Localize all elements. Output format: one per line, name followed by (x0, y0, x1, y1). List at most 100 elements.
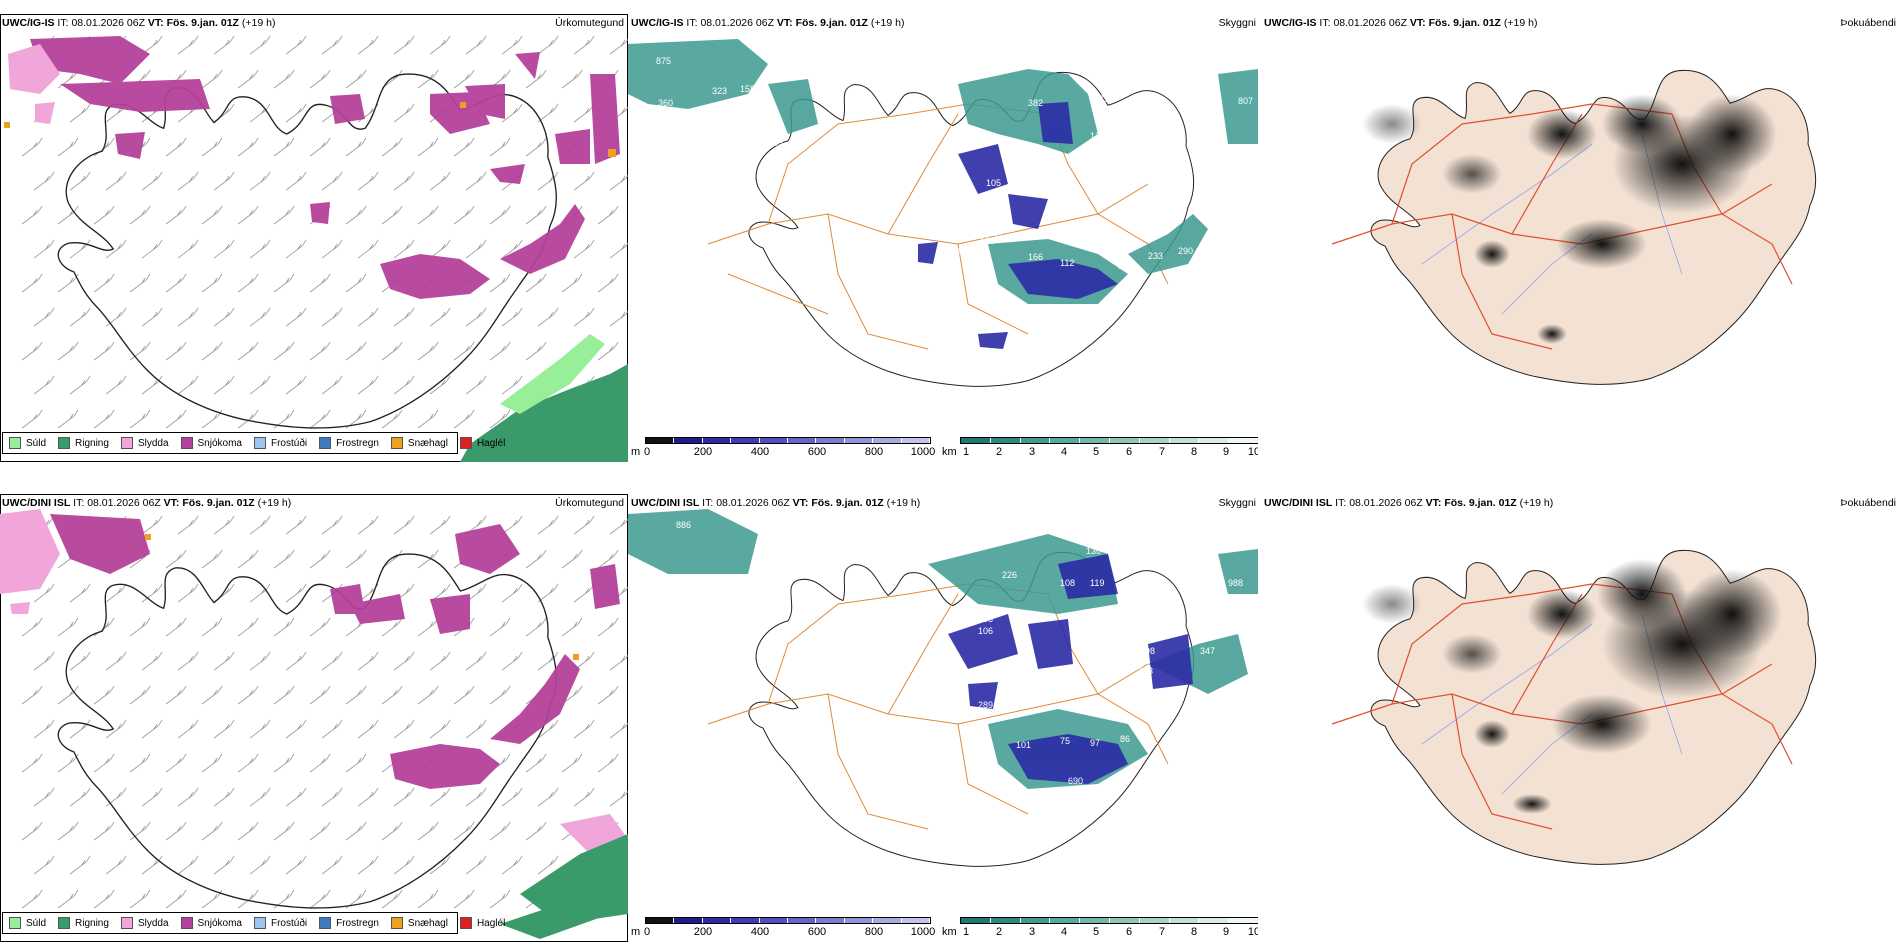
wind-barb (453, 409, 475, 429)
wind-barb (165, 753, 187, 773)
wind-barb (201, 205, 223, 225)
wind-barb (525, 341, 547, 361)
wind-barb (489, 889, 511, 909)
wind-barb (177, 719, 199, 739)
wind-barb (21, 273, 43, 293)
legend-item: Slydda (120, 917, 169, 929)
wind-barb (273, 821, 295, 841)
wind-barb (33, 787, 55, 807)
wind-barb (105, 375, 127, 395)
wind-barb (573, 35, 595, 55)
wind-barb (429, 35, 451, 55)
wind-barb (213, 719, 235, 739)
wind-barb (357, 651, 379, 671)
wind-barb (273, 685, 295, 705)
wind-barb (249, 855, 271, 875)
wind-barb (417, 341, 439, 361)
wind-barb (381, 137, 403, 157)
wind-barb (33, 239, 55, 259)
wind-barb (453, 341, 475, 361)
wind-barb (501, 35, 523, 55)
precip-map (0, 509, 628, 939)
legend-item: Haglél (459, 917, 505, 929)
wind-barb (285, 515, 307, 535)
fog-areas (1362, 559, 1782, 814)
wind-barb (285, 239, 307, 259)
wind-barb (489, 409, 511, 429)
legend-swatch (459, 437, 472, 449)
legend-label: Frostúði (270, 917, 308, 929)
rain-areas (460, 364, 628, 462)
panel-header: UWC/IG-IS IT: 08.01.2026 06Z VT: Fös. 9.… (2, 17, 276, 29)
wind-barb (201, 137, 223, 157)
legend-item: Frostregn (319, 437, 379, 449)
wind-barb (381, 205, 403, 225)
legend-item: Snæhagl (390, 917, 448, 929)
wind-barb (345, 205, 367, 225)
wind-barb (501, 239, 523, 259)
wind-barb (609, 242, 628, 259)
wind-barb (597, 273, 619, 293)
wind-barb (501, 583, 523, 603)
value-label: 106 (978, 626, 993, 636)
wind-barb (177, 855, 199, 875)
wind-barb (429, 719, 451, 739)
cloudbase-map: 875 360 323 158 336 791 305 382 771 791 … (628, 34, 1258, 387)
wind-barb (309, 685, 331, 705)
wind-barb (597, 341, 619, 361)
colorbar-segment (844, 438, 874, 443)
legend-swatch (390, 917, 403, 929)
wind-barb (393, 171, 415, 191)
wind-barb (573, 307, 595, 327)
wind-barb (525, 821, 547, 841)
wind-barb (309, 341, 331, 361)
wind-barb (573, 103, 595, 123)
wind-barb (489, 341, 511, 361)
value-label: 108 (1060, 578, 1075, 588)
wind-barb (393, 651, 415, 671)
wind-barb (213, 855, 235, 875)
wind-barb (357, 855, 379, 875)
wind-barb (201, 273, 223, 293)
value-label: 126 (980, 236, 995, 246)
wind-barb (345, 341, 367, 361)
colorbar-segment (759, 918, 789, 923)
low-visibility-areas (628, 39, 1258, 304)
colorbar-segment (1169, 918, 1200, 923)
panel-header: UWC/DINI ISL IT: 08.01.2026 06Z VT: Fös.… (631, 497, 921, 509)
value-label: 791 (748, 116, 763, 126)
value-label: 101 (1016, 740, 1031, 750)
wind-barb (69, 171, 91, 191)
wind-barb (309, 889, 331, 909)
wind-barb (213, 239, 235, 259)
wind-barb (501, 787, 523, 807)
wind-barb (285, 583, 307, 603)
legend-label: Slydda (137, 437, 169, 449)
wind-barb (429, 307, 451, 327)
wind-barb (489, 205, 511, 225)
wind-barb (525, 205, 547, 225)
wind-barb (285, 651, 307, 671)
value-label: 166 (1028, 252, 1043, 262)
colorbar-segment (646, 438, 675, 443)
colorbar-segment (731, 918, 760, 923)
wind-barb (309, 549, 331, 569)
wind-barb (381, 409, 403, 429)
colorbar-segment (1050, 918, 1081, 923)
wind-barb (417, 409, 439, 429)
legend-swatch (253, 437, 266, 449)
wind-barb (165, 205, 187, 225)
wind-barb (417, 137, 439, 157)
wind-barb (21, 753, 43, 773)
panel-header: UWC/IG-IS IT: 08.01.2026 06Z VT: Fös. 9.… (631, 17, 905, 29)
wind-barb (561, 753, 583, 773)
value-label: 128 (1090, 131, 1105, 141)
drizzle-areas (500, 334, 605, 414)
fog-panel-bottom: UWC/DINI ISL IT: 08.01.2026 06Z VT: Fös.… (1262, 494, 1900, 942)
wind-barb (465, 307, 487, 327)
legend-label: Rigning (75, 917, 109, 929)
wind-barb (573, 787, 595, 807)
wind-barb (141, 375, 163, 395)
wind-barb (573, 239, 595, 259)
wind-barb (273, 341, 295, 361)
